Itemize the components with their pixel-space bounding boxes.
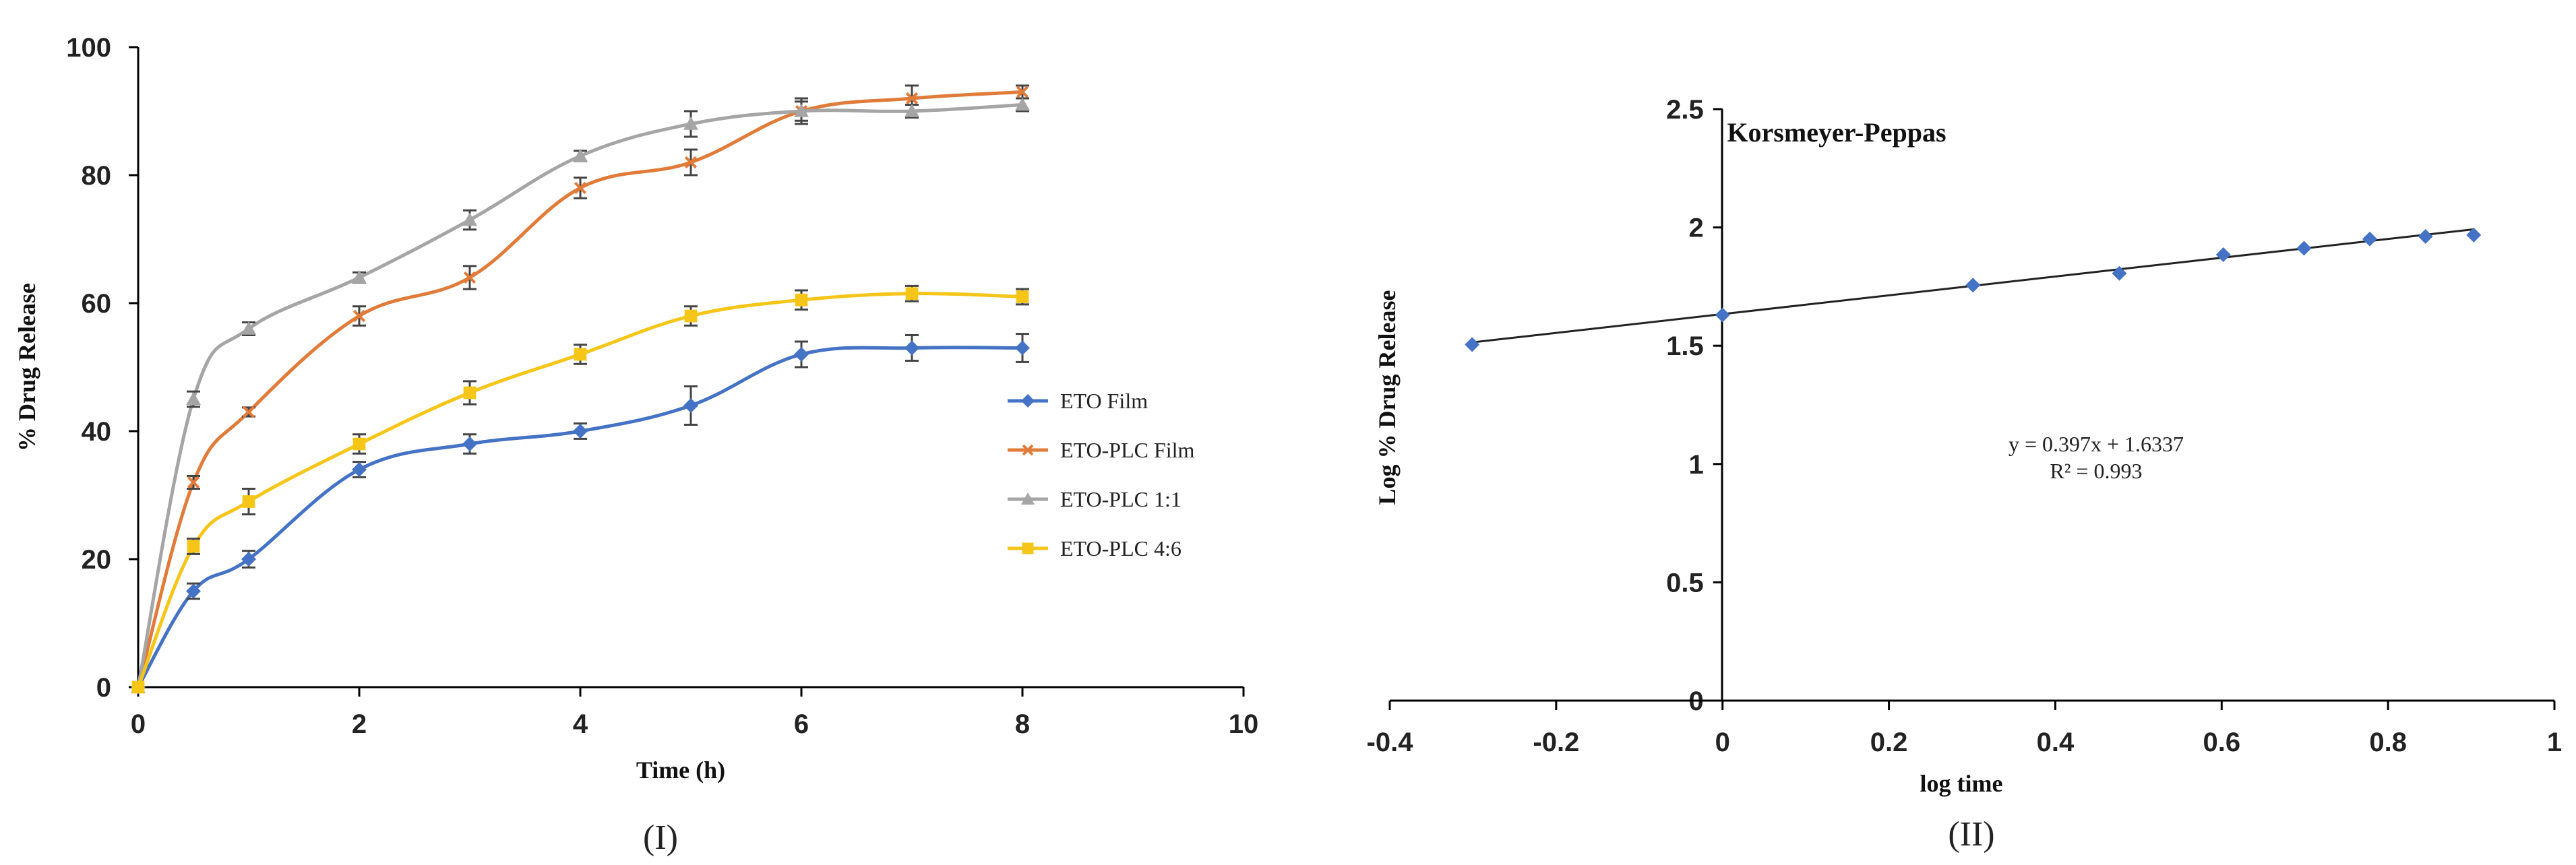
legend-marker xyxy=(1021,492,1035,505)
x-tick-label: 10 xyxy=(1229,709,1259,739)
x-tick-label: -0.4 xyxy=(1367,728,1414,757)
legend-marker xyxy=(1022,542,1034,554)
data-point xyxy=(683,117,698,130)
panel-caption-1: (I) xyxy=(643,819,678,857)
data-point xyxy=(794,347,809,362)
data-point xyxy=(1016,86,1029,98)
x-axis-title: Time (h) xyxy=(636,757,725,783)
data-point xyxy=(2418,228,2433,244)
panel-caption-2: (II) xyxy=(1948,815,1994,854)
x-tick-label: 4 xyxy=(573,709,588,739)
x-tick-label: 8 xyxy=(1015,709,1030,739)
x-tick-label: 6 xyxy=(794,709,809,739)
legend-marker xyxy=(1022,444,1034,456)
data-point xyxy=(573,424,588,439)
x-tick-label: 0.4 xyxy=(2037,728,2075,757)
x-tick-label: 0.8 xyxy=(2369,728,2407,757)
data-point xyxy=(242,495,255,508)
data-point xyxy=(684,309,698,323)
data-point xyxy=(463,386,477,399)
data-point xyxy=(352,462,367,477)
legend-label: ETO-PLC 4:6 xyxy=(1060,536,1182,560)
legend-marker xyxy=(1021,394,1035,408)
data-point xyxy=(573,148,588,162)
data-point xyxy=(794,104,809,117)
x-tick-label: 0 xyxy=(1715,728,1730,757)
data-point xyxy=(795,293,808,307)
data-point xyxy=(352,270,367,284)
data-point xyxy=(1715,307,1730,323)
data-point xyxy=(904,340,919,356)
data-point xyxy=(462,212,477,226)
legend-label: ETO-PLC Film xyxy=(1060,438,1195,462)
data-point xyxy=(2112,265,2127,281)
y-axis-title: % Drug Release xyxy=(13,283,40,451)
legend: ETO Film ETO-PLC Film ETO-PLC 1:1 ETO-PLC 4… xyxy=(1008,389,1195,560)
y-tick-label: 40 xyxy=(82,417,112,447)
data-point xyxy=(463,271,477,284)
y-tick-label: 2 xyxy=(1688,214,1703,243)
y-tick-label: 80 xyxy=(82,161,112,191)
y-tick-label: 0.5 xyxy=(1666,568,1704,598)
data-point xyxy=(574,181,587,195)
data-point xyxy=(462,437,477,451)
data-point xyxy=(1016,290,1029,303)
y-tick-label: 2.5 xyxy=(1666,95,1704,125)
y-tick-label: 20 xyxy=(82,545,112,575)
data-point xyxy=(683,398,698,413)
series-line xyxy=(136,90,1023,688)
korsmeyer-peppas-chart: 00.511.522.5 -0.4 -0.2 0 0.2 0.4 0.6 0.8 1 Kors… xyxy=(1367,95,2563,854)
data-point xyxy=(186,583,201,599)
x-tick-label: 0.2 xyxy=(1870,728,1908,757)
series-eto-plc-film xyxy=(131,84,1029,694)
y-tick-label: 100 xyxy=(66,33,111,63)
release-profile-chart: 0 20 40 60 80 100 0 2 4 6 8 10 % Drug Release Time… xyxy=(13,33,1258,857)
data-point xyxy=(1465,337,1480,352)
series-line xyxy=(136,292,1023,688)
data-point xyxy=(905,92,919,105)
y-tick-label: 0 xyxy=(96,673,111,703)
data-point xyxy=(1015,340,1030,356)
data-point xyxy=(2215,247,2231,262)
data-point xyxy=(905,287,919,300)
series-eto-plc-4-6 xyxy=(131,284,1029,694)
data-point xyxy=(186,391,201,406)
series-eto-plc-1-1 xyxy=(131,97,1030,693)
y-tick-label: 1 xyxy=(1688,450,1703,480)
data-point xyxy=(131,680,145,694)
data-point xyxy=(352,309,366,323)
x-tick-label: -0.2 xyxy=(1533,728,1579,757)
y-tick-label: 60 xyxy=(82,289,112,319)
data-point xyxy=(241,321,256,335)
y-tick-label: 1.5 xyxy=(1666,331,1704,361)
y-axis-title-2: Log % Drug Release xyxy=(1374,290,1401,505)
x-axis-title-2: log time xyxy=(1920,770,2003,797)
data-point xyxy=(904,104,919,117)
chart-title: Korsmeyer-Peppas xyxy=(1727,117,1946,148)
data-point xyxy=(2296,241,2312,256)
x-tick-label: 0.6 xyxy=(2203,728,2240,757)
data-point xyxy=(2362,231,2377,247)
data-point xyxy=(574,348,587,361)
data-point xyxy=(684,156,698,169)
data-point xyxy=(352,437,366,451)
data-point xyxy=(1965,278,1981,293)
legend-label: ETO-PLC 1:1 xyxy=(1060,487,1182,511)
data-point xyxy=(1015,97,1030,111)
series-line xyxy=(136,346,1023,688)
data-point xyxy=(242,406,255,418)
series-eto-film xyxy=(131,333,1030,695)
legend-label: ETO Film xyxy=(1060,389,1148,413)
x-tick-label: 2 xyxy=(352,709,367,739)
r-squared: R² = 0.993 xyxy=(2050,459,2143,483)
data-point xyxy=(187,476,200,489)
data-point xyxy=(2466,227,2482,243)
x-tick-label: 0 xyxy=(131,709,146,739)
data-point xyxy=(187,540,200,553)
x-tick-label: 1 xyxy=(2547,728,2562,757)
regression-equation: y = 0.397x + 1.6337 xyxy=(2008,432,2184,456)
data-point xyxy=(241,552,256,567)
